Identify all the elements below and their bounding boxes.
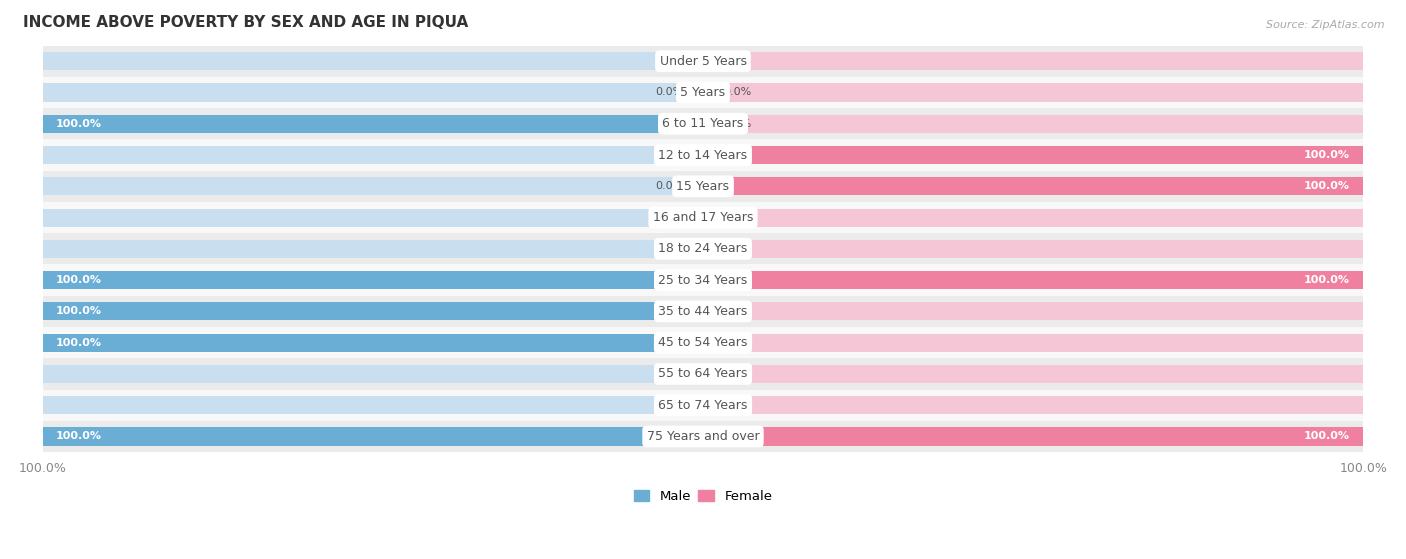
Bar — [703, 146, 1364, 164]
Bar — [42, 358, 1364, 390]
Bar — [703, 271, 1364, 289]
Text: 18 to 24 Years: 18 to 24 Years — [658, 243, 748, 255]
Bar — [42, 115, 703, 133]
Legend: Male, Female: Male, Female — [628, 485, 778, 509]
Bar — [42, 233, 1364, 264]
Text: 100.0%: 100.0% — [56, 432, 103, 442]
Bar — [703, 83, 1364, 102]
Bar — [703, 428, 1364, 446]
Text: 0.0%: 0.0% — [655, 244, 683, 254]
Bar — [42, 264, 1364, 296]
Bar — [703, 302, 1364, 320]
Text: 0.0%: 0.0% — [723, 306, 751, 316]
Bar — [42, 421, 1364, 452]
Text: 0.0%: 0.0% — [655, 369, 683, 379]
Text: 0.0%: 0.0% — [723, 119, 751, 129]
Bar — [703, 396, 1364, 414]
Text: 0.0%: 0.0% — [723, 369, 751, 379]
Bar — [42, 428, 703, 446]
Bar — [703, 115, 1364, 133]
Bar — [703, 240, 1364, 258]
Text: Source: ZipAtlas.com: Source: ZipAtlas.com — [1267, 20, 1385, 30]
Bar — [42, 365, 703, 383]
Text: 0.0%: 0.0% — [723, 212, 751, 222]
Text: 100.0%: 100.0% — [56, 119, 103, 129]
Text: Under 5 Years: Under 5 Years — [659, 55, 747, 68]
Bar — [703, 177, 1364, 195]
Text: 65 to 74 Years: 65 to 74 Years — [658, 399, 748, 411]
Bar — [42, 108, 1364, 139]
Bar — [42, 170, 1364, 202]
Bar — [42, 209, 703, 226]
Bar — [42, 177, 703, 195]
Bar — [42, 396, 703, 414]
Bar — [42, 302, 703, 320]
Bar — [42, 146, 703, 164]
Text: 100.0%: 100.0% — [1303, 275, 1350, 285]
Text: 100.0%: 100.0% — [1303, 150, 1350, 160]
Text: 75 Years and over: 75 Years and over — [647, 430, 759, 443]
Text: 0.0%: 0.0% — [655, 150, 683, 160]
Text: 0.0%: 0.0% — [723, 400, 751, 410]
Bar — [703, 177, 1364, 195]
Text: 0.0%: 0.0% — [723, 56, 751, 66]
Text: 0.0%: 0.0% — [655, 181, 683, 191]
Text: 15 Years: 15 Years — [676, 180, 730, 193]
Bar — [42, 428, 703, 446]
Bar — [703, 365, 1364, 383]
Text: 6 to 11 Years: 6 to 11 Years — [662, 117, 744, 130]
Text: 55 to 64 Years: 55 to 64 Years — [658, 367, 748, 381]
Bar — [703, 146, 1364, 164]
Text: 16 and 17 Years: 16 and 17 Years — [652, 211, 754, 224]
Text: 100.0%: 100.0% — [1303, 181, 1350, 191]
Bar — [703, 52, 1364, 70]
Text: 100.0%: 100.0% — [1303, 432, 1350, 442]
Text: 25 to 34 Years: 25 to 34 Years — [658, 273, 748, 287]
Text: 0.0%: 0.0% — [655, 400, 683, 410]
Text: 0.0%: 0.0% — [655, 56, 683, 66]
Bar — [42, 334, 703, 352]
Text: INCOME ABOVE POVERTY BY SEX AND AGE IN PIQUA: INCOME ABOVE POVERTY BY SEX AND AGE IN P… — [22, 15, 468, 30]
Text: 5 Years: 5 Years — [681, 86, 725, 99]
Bar — [42, 327, 1364, 358]
Bar — [42, 334, 703, 352]
Bar — [42, 83, 703, 102]
Bar — [703, 428, 1364, 446]
Text: 0.0%: 0.0% — [723, 338, 751, 348]
Bar — [42, 271, 703, 289]
Bar — [42, 115, 703, 133]
Text: 45 to 54 Years: 45 to 54 Years — [658, 336, 748, 349]
Bar — [42, 202, 1364, 233]
Bar — [42, 240, 703, 258]
Text: 0.0%: 0.0% — [723, 244, 751, 254]
Bar — [703, 334, 1364, 352]
Text: 0.0%: 0.0% — [655, 88, 683, 97]
Text: 12 to 14 Years: 12 to 14 Years — [658, 149, 748, 162]
Bar — [42, 139, 1364, 170]
Bar — [42, 77, 1364, 108]
Text: 100.0%: 100.0% — [56, 338, 103, 348]
Text: 35 to 44 Years: 35 to 44 Years — [658, 305, 748, 318]
Bar — [42, 46, 1364, 77]
Bar — [42, 390, 1364, 421]
Bar — [703, 271, 1364, 289]
Text: 100.0%: 100.0% — [56, 306, 103, 316]
Bar — [703, 209, 1364, 226]
Text: 0.0%: 0.0% — [655, 212, 683, 222]
Text: 100.0%: 100.0% — [56, 275, 103, 285]
Text: 0.0%: 0.0% — [723, 88, 751, 97]
Bar — [42, 271, 703, 289]
Bar — [42, 52, 703, 70]
Bar — [42, 302, 703, 320]
Bar — [42, 296, 1364, 327]
